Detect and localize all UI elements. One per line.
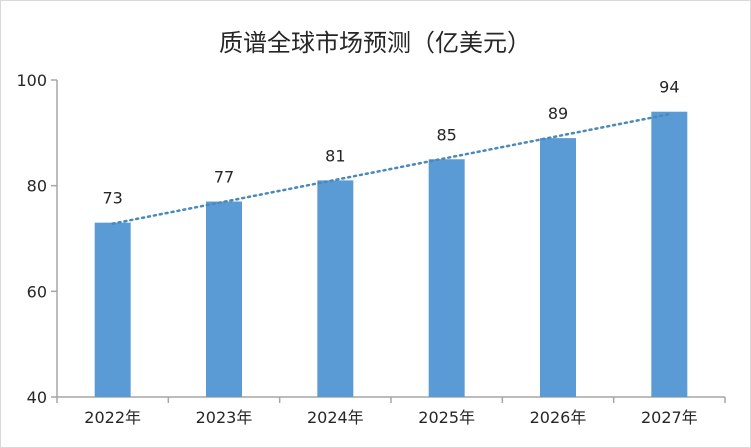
y-tick-label: 80 bbox=[27, 177, 47, 196]
y-tick-label: 40 bbox=[27, 388, 47, 407]
bar-2022年 bbox=[94, 222, 131, 397]
bar-2025年 bbox=[428, 159, 465, 397]
data-label: 85 bbox=[436, 125, 456, 144]
bar-2027年 bbox=[651, 111, 688, 397]
y-tick-label: 60 bbox=[27, 282, 47, 301]
chart-title: 质谱全球市场预测（亿美元） bbox=[219, 29, 531, 57]
data-label: 77 bbox=[214, 168, 234, 187]
x-tick-label: 2027年 bbox=[641, 408, 698, 427]
bar-2024年 bbox=[317, 180, 354, 397]
x-tick-label: 2026年 bbox=[530, 408, 587, 427]
y-tick-label: 100 bbox=[16, 71, 47, 90]
data-label: 73 bbox=[102, 189, 122, 208]
x-tick-label: 2025年 bbox=[418, 408, 475, 427]
bar-2026年 bbox=[540, 138, 576, 397]
trendline bbox=[111, 112, 671, 225]
x-tick-label: 2023年 bbox=[196, 408, 253, 427]
data-label: 81 bbox=[325, 146, 345, 165]
data-label: 94 bbox=[659, 78, 679, 97]
data-label: 89 bbox=[548, 104, 568, 123]
x-tick-label: 2022年 bbox=[84, 408, 141, 427]
bar-2023年 bbox=[206, 201, 242, 397]
x-tick-label: 2024年 bbox=[307, 408, 364, 427]
